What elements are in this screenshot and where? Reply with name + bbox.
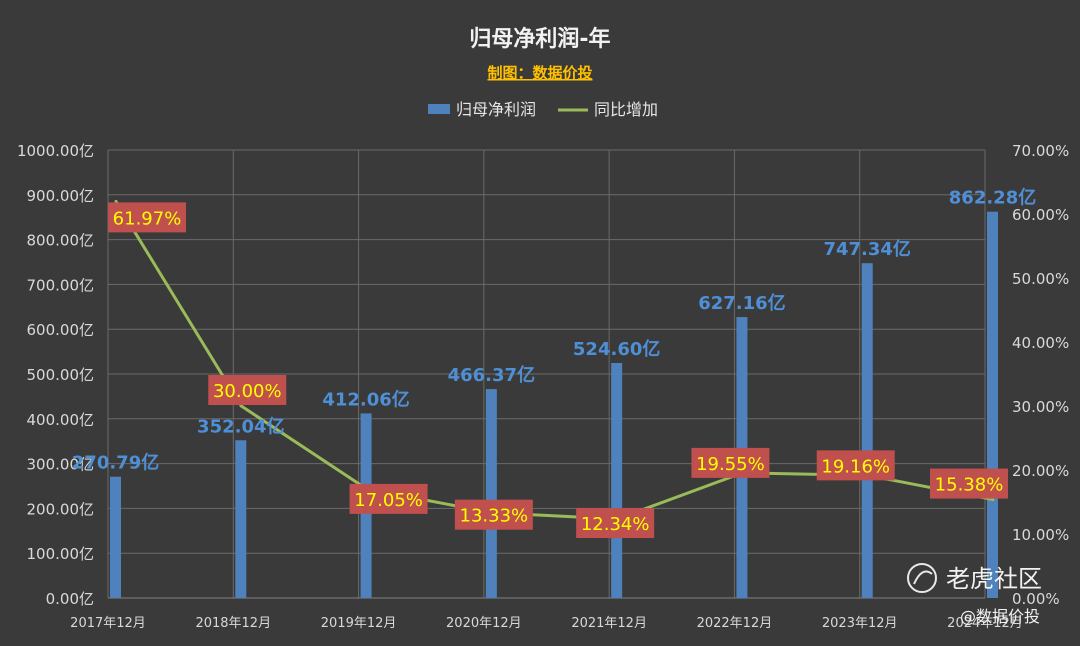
line-data-label-box — [208, 375, 287, 405]
line-data-label: 19.16% — [821, 456, 890, 477]
line-data-label-box — [816, 450, 895, 481]
x-axis-tick-label: 2018年12月 — [195, 616, 271, 631]
grid — [107, 149, 986, 599]
left-axis-tick-label: 800.00亿 — [27, 232, 95, 250]
bar-data-label: 627.16亿 — [698, 292, 785, 314]
bar — [235, 440, 247, 598]
tiger-logo-stripe-icon — [913, 570, 933, 585]
x-axis-tick-label: 2017年12月 — [70, 616, 146, 631]
bar-data-label: 524.60亿 — [573, 338, 660, 360]
line-data-label: 61.97% — [113, 208, 182, 229]
line-point — [239, 404, 243, 408]
right-axis-tick-label: 30.00% — [1012, 398, 1069, 416]
x-axis-tick-label: 2024年12月 — [947, 616, 1023, 631]
bar — [861, 263, 873, 598]
bar-data-label: 466.37亿 — [448, 364, 535, 386]
x-axis-tick-label: 2019年12月 — [321, 616, 397, 631]
left-axis-tick-label: 200.00亿 — [27, 500, 95, 518]
right-axis-tick-label: 0.00% — [1012, 590, 1060, 608]
left-axis-tick-label: 0.00亿 — [46, 590, 94, 608]
legend-swatch-bar — [428, 104, 450, 114]
line-data-label-box — [349, 483, 428, 514]
right-axis-tick-label: 20.00% — [1012, 462, 1069, 480]
x-axis-tick-label: 2023年12月 — [822, 616, 898, 631]
legend-label-bar: 归母净利润 — [456, 100, 536, 119]
line-data-label: 17.05% — [354, 490, 423, 511]
legend-label-line: 同比增加 — [594, 100, 658, 119]
left-axis: 0.00亿 100.00亿 200.00亿 300.00亿 400.00亿 500.00亿… — [17, 142, 94, 608]
bar — [987, 211, 998, 599]
line-data-label: 19.55% — [696, 454, 765, 475]
x-axis-tick-label: 2021年12月 — [571, 616, 647, 631]
bar-data-label: 747.34亿 — [823, 238, 910, 260]
line-data-label: 15.38% — [935, 475, 1004, 496]
chart-title: 归母净利润-年 — [469, 26, 610, 52]
line-data-label-box — [930, 468, 1008, 499]
line-data-label: 12.34% — [581, 514, 650, 535]
watermark-brand: 老虎社区 — [946, 565, 1042, 593]
right-axis-tick-label: 70.00% — [1012, 142, 1069, 160]
x-axis-tick-label: 2022年12月 — [697, 616, 773, 631]
line-data-label: 13.33% — [460, 506, 529, 527]
line-data-label-box — [108, 202, 186, 233]
bar-data-label: 352.04亿 — [197, 415, 284, 437]
left-axis-tick-label: 400.00亿 — [27, 411, 95, 429]
chart-subtitle: 制图：数据价投 — [487, 64, 592, 82]
line-point — [991, 498, 995, 502]
watermark-handle: @数据价投 — [960, 607, 1040, 626]
right-axis-tick-label: 50.00% — [1012, 270, 1069, 288]
left-axis-tick-label: 700.00亿 — [27, 276, 95, 294]
line-data-labels: 61.97% 30.00% 17.05% 13.33% 12.34% 19.55% 19.1… — [108, 202, 1008, 539]
bar — [485, 389, 497, 598]
left-axis-tick-label: 500.00亿 — [27, 366, 95, 384]
left-axis-tick-label: 900.00亿 — [27, 187, 95, 205]
legend: 归母净利润 同比增加 — [428, 100, 658, 119]
line-data-label: 30.00% — [213, 381, 282, 402]
line-data-label-box — [576, 508, 655, 539]
bar-data-labels: 270.79亿 352.04亿 412.06亿 466.37亿 524.60亿 627.1… — [72, 187, 1036, 474]
right-axis-tick-label: 40.00% — [1012, 334, 1069, 352]
x-axis-tick-label: 2020年12月 — [446, 616, 522, 631]
right-axis: 0.00% 10.00% 20.00% 30.00% 40.00% 50.00% 60.00… — [1012, 142, 1069, 608]
x-axis: 2017年12月 2018年12月 2019年12月 2020年12月 2021年12月… — [70, 616, 1023, 631]
bar-data-label: 270.79亿 — [72, 452, 159, 474]
right-axis-tick-label: 10.00% — [1012, 526, 1069, 544]
watermark: 老虎社区 @数据价投 — [907, 563, 1042, 626]
left-axis-tick-label: 1000.00亿 — [17, 142, 94, 160]
tiger-logo-icon — [907, 563, 937, 593]
line-data-label-box — [691, 447, 770, 478]
bar — [611, 362, 623, 598]
right-axis-tick-label: 60.00% — [1012, 206, 1069, 224]
bar-data-label: 862.28亿 — [949, 187, 1036, 209]
bar — [110, 476, 121, 598]
line-point — [114, 199, 118, 203]
left-axis-tick-label: 100.00亿 — [27, 545, 95, 563]
left-axis-tick-label: 300.00亿 — [27, 456, 95, 474]
left-axis-tick-label: 600.00亿 — [27, 321, 95, 339]
bar-data-label: 412.06亿 — [322, 388, 409, 410]
line-data-label-box — [454, 499, 533, 530]
